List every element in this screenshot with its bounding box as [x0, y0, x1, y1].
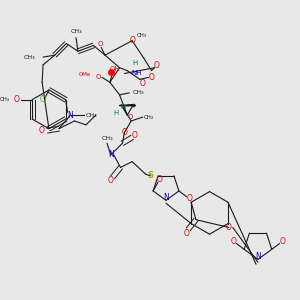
Text: N: N — [163, 193, 169, 202]
Text: OMe: OMe — [78, 72, 91, 77]
Text: O: O — [226, 223, 232, 232]
Text: O: O — [122, 128, 127, 137]
Text: OH: OH — [110, 66, 120, 72]
Text: H: H — [121, 104, 126, 110]
Text: CH₃: CH₃ — [70, 29, 82, 34]
Text: CH₃: CH₃ — [24, 55, 35, 60]
Text: O: O — [153, 61, 159, 70]
Text: O: O — [231, 237, 236, 246]
Text: NH: NH — [131, 70, 142, 76]
Text: O: O — [129, 36, 135, 45]
Text: H: H — [113, 110, 118, 116]
Text: CH₃: CH₃ — [137, 33, 147, 38]
Text: CH₃: CH₃ — [143, 115, 154, 120]
Text: CH₃: CH₃ — [101, 136, 113, 141]
Text: CH₃: CH₃ — [0, 97, 10, 102]
Text: CH₃: CH₃ — [86, 113, 98, 118]
Text: O: O — [128, 114, 133, 120]
Text: O: O — [96, 74, 101, 80]
Text: H: H — [132, 60, 138, 66]
Text: O: O — [14, 95, 20, 104]
Text: CH₃: CH₃ — [133, 90, 145, 95]
Text: O: O — [280, 237, 285, 246]
Text: N: N — [255, 252, 261, 261]
Text: N: N — [108, 150, 114, 159]
Text: O: O — [98, 40, 103, 46]
Text: O: O — [132, 131, 138, 140]
Text: O: O — [148, 73, 154, 82]
Text: O: O — [187, 194, 193, 203]
Text: O: O — [157, 175, 163, 184]
Text: O: O — [140, 79, 146, 88]
Text: Cl: Cl — [39, 95, 47, 104]
Text: O: O — [108, 176, 114, 185]
Text: O: O — [183, 229, 189, 238]
Text: O: O — [38, 126, 44, 135]
Text: N: N — [68, 111, 74, 120]
Text: S: S — [147, 171, 153, 180]
